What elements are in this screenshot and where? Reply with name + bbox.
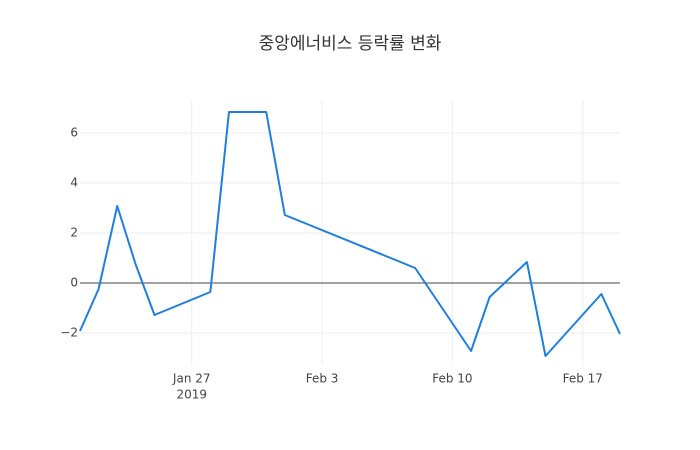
y-tick-label: −2: [60, 326, 78, 340]
x-tick-label: Feb 10: [432, 372, 472, 386]
y-tick-label: 6: [70, 126, 78, 140]
x-tick-label: Jan 27: [172, 372, 211, 386]
x-tick-year: 2019: [176, 388, 207, 402]
y-tick-label: 2: [70, 226, 78, 240]
x-tick-label: Feb 17: [563, 372, 603, 386]
y-tick-label: 0: [70, 276, 78, 290]
chart-title: 중앙에너비스 등락률 변화: [259, 34, 442, 54]
line-series: [79, 111, 621, 357]
x-tick-label: Feb 3: [306, 372, 339, 386]
y-tick-label: 4: [70, 176, 78, 190]
